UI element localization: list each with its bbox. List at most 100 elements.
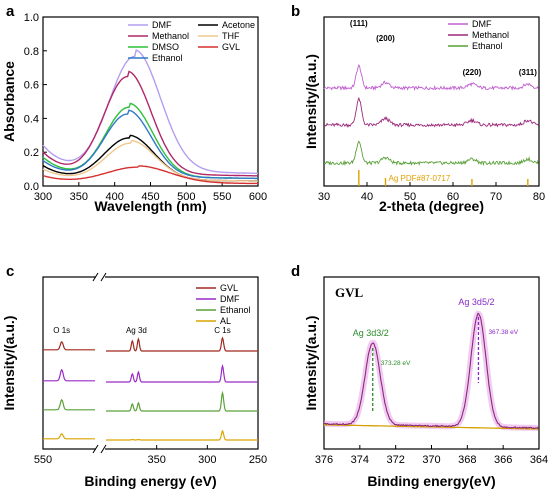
c-series-line-gvl (106, 336, 258, 352)
c-legend-label-dmf: DMF (220, 294, 240, 304)
b-legend-label-methanol: Methanol (472, 30, 509, 40)
c-axis-break-mark (100, 444, 107, 454)
a-legend-label-ethanol: Ethanol (152, 53, 183, 63)
c-series-line-dmf (43, 368, 95, 382)
a-y-tick-label: 1.0 (24, 12, 39, 24)
d-series-line-measured (323, 312, 539, 430)
panel-d: 376 374 372 370 368 366 364 Binding energy(eV) I… (303, 276, 548, 489)
c-series-line-gvl (43, 340, 95, 351)
d-peak-value-label: 373.28 eV (381, 360, 411, 367)
b-legend-label-ethanol: Ethanol (472, 41, 503, 51)
c-x-tick-label: 300 (198, 454, 216, 466)
b-x-tick-label: 70 (490, 191, 502, 203)
a-series-line-dmf (42, 49, 258, 175)
a-legend-label-methanol: Methanol (152, 31, 189, 41)
b-peak-label: (200) (376, 34, 395, 43)
c-legend-label-ethanol: Ethanol (220, 305, 251, 315)
a-series-line-methanol (42, 70, 258, 177)
panel-c: 550 350 300 250 Binding energy (eV) Intensity… (1, 272, 267, 489)
a-y-tick-label: 0.0 (24, 181, 39, 193)
a-legend-label-acetone: Acetone (222, 20, 255, 30)
b-series-line-methanol (323, 97, 539, 128)
b-series-line-ethanol (323, 140, 539, 167)
b-x-tick-label: 60 (447, 191, 459, 203)
b-series-line-dmf (323, 63, 539, 92)
a-series-line-gvl (42, 165, 258, 185)
c-peak-label: C 1s (214, 326, 230, 335)
a-legend-label-gvl: GVL (222, 42, 240, 52)
a-y-tick-label: 0.8 (24, 46, 39, 58)
d-peak-annotation-label: Ag 3d5/2 (458, 297, 494, 307)
b-legend-label-dmf: DMF (472, 19, 492, 29)
b-reference-label: Ag PDF#87-0717 (389, 174, 451, 183)
c-x-tick-label: 350 (147, 454, 165, 466)
d-x-tick-label: 364 (530, 454, 548, 466)
a-x-tick-label: 300 (34, 191, 52, 203)
a-y-axis-title: Absorbance (1, 61, 17, 142)
a-y-tick-label: 0.2 (24, 147, 39, 159)
b-x-axis-title: 2-theta (degree) (379, 198, 484, 214)
b-x-tick-label: 50 (404, 191, 416, 203)
c-series-line-ethanol (43, 398, 95, 411)
d-peak-annotation-label: Ag 3d3/2 (353, 328, 389, 338)
a-x-tick-label: 350 (70, 191, 88, 203)
d-y-axis-title: Intensity/(a.u.) (303, 316, 319, 411)
d-x-axis-title: Binding energy(eV) (367, 473, 495, 489)
panel-letter-c: c (6, 263, 14, 280)
c-series-line-dmf (106, 363, 258, 383)
c-x-tick-label: 250 (249, 454, 267, 466)
a-x-tick-label: 550 (213, 191, 231, 203)
a-x-tick-label: 500 (177, 191, 195, 203)
c-peak-label: Ag 3d (126, 326, 147, 335)
c-axis-break-mark (100, 272, 107, 282)
c-axis-break-mark (92, 444, 99, 454)
a-legend-label-dmso: DMSO (152, 42, 179, 52)
c-y-axis-title: Intensity/(a.u.) (1, 316, 17, 411)
panel-letter-b: b (291, 3, 300, 20)
b-plot-frame (323, 16, 540, 187)
a-y-tick-label: 0.6 (24, 80, 39, 92)
d-x-tick-label: 368 (458, 454, 476, 466)
a-y-tick-label: 0.4 (24, 113, 39, 125)
a-legend-label-dmf: DMF (152, 20, 172, 30)
d-x-tick-label: 366 (494, 454, 512, 466)
b-peak-label: (111) (350, 19, 368, 28)
d-x-tick-label: 374 (351, 454, 369, 466)
b-x-tick-label: 80 (533, 191, 545, 203)
a-series-line-thf (42, 139, 258, 182)
c-peak-label: O 1s (53, 326, 70, 335)
a-x-axis-title: Wavelength (nm) (94, 198, 206, 214)
d-x-tick-label: 370 (422, 454, 440, 466)
c-legend-label-gvl: GVL (220, 283, 238, 293)
panel-letter-d: d (291, 263, 300, 280)
b-y-axis-title: Intensity/(a.u.) (303, 54, 319, 149)
c-series-line-al (43, 433, 95, 440)
panel-b: 30 40 50 60 70 80 2-theta (degree) Intensity/(a… (303, 16, 545, 214)
a-series-line-ethanol (42, 109, 258, 180)
panel-letter-a: a (6, 3, 15, 20)
c-axis-break-mark (92, 272, 99, 282)
c-x-tick-label: 550 (34, 454, 52, 466)
c-x-axis-title: Binding energy (eV) (84, 473, 216, 489)
d-peak-value-label: 367.38 eV (488, 329, 518, 336)
b-peak-label: (220) (463, 68, 482, 77)
a-x-tick-label: 400 (105, 191, 123, 203)
a-x-tick-label: 450 (141, 191, 159, 203)
a-x-tick-label: 600 (249, 191, 267, 203)
b-x-tick-label: 30 (318, 191, 330, 203)
d-x-tick-label: 376 (315, 454, 333, 466)
a-series-line-acetone (42, 134, 258, 182)
d-title: GVL (335, 285, 364, 300)
c-legend-label-al: AL (220, 316, 231, 326)
c-axis-break-gap (96, 446, 105, 452)
a-legend-label-thf: THF (222, 31, 240, 41)
b-peak-label: (311) (519, 68, 538, 77)
c-plot-frame (42, 276, 259, 450)
b-x-tick-label: 40 (361, 191, 373, 203)
c-series-line-al (106, 429, 258, 441)
c-series-line-ethanol (106, 390, 258, 412)
d-x-tick-label: 372 (386, 454, 404, 466)
c-axis-break-gap (96, 274, 105, 280)
panel-a: 300 350 400 450 500 550 600 0.0 0.2 0.4 0.6 0.8 1.0 W… (1, 12, 267, 214)
